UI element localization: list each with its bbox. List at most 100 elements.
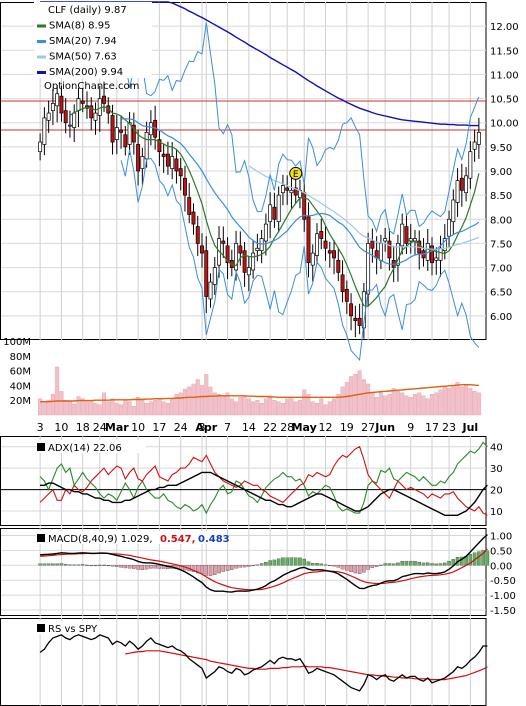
candle-down (131, 124, 136, 143)
macd-histogram-bar (391, 563, 396, 566)
candle-down (63, 110, 68, 124)
macd-histogram-bar (443, 562, 447, 566)
macd-histogram-bar (225, 565, 230, 571)
macd-histogram-bar (238, 565, 243, 568)
macd-histogram-bar (72, 564, 76, 566)
volume-bar (297, 400, 302, 416)
x-tick-label: 14 (242, 421, 256, 434)
volume-bar (123, 400, 128, 416)
volume-bar (174, 394, 179, 416)
candle-down (89, 105, 94, 119)
macd-histogram-bar (55, 563, 59, 566)
candle-up (395, 243, 400, 266)
macd-histogram-bar (340, 565, 345, 570)
candle-down (187, 197, 192, 215)
volume-bar (127, 401, 132, 416)
x-tick-label: May (292, 421, 317, 434)
macd-histogram-bar (68, 564, 72, 566)
adx-legend-swatch (37, 443, 45, 451)
candle-down (110, 115, 115, 143)
candle-up (263, 223, 268, 242)
legend-swatch (37, 40, 46, 43)
macd-histogram-bar (426, 562, 430, 566)
macd-histogram-bar (272, 559, 277, 566)
candle-down (332, 250, 336, 259)
macd-histogram-bar (293, 557, 298, 566)
volume-bar (425, 398, 430, 416)
candle-up (170, 156, 175, 169)
x-tick-label: Jun (374, 421, 395, 434)
candle-up (464, 175, 469, 194)
macd-histogram-bar (200, 565, 204, 574)
candle-up (259, 238, 264, 252)
upper-band-line (120, 22, 480, 235)
volume-bar (434, 392, 439, 416)
volume-bar (476, 392, 481, 416)
volume-bar (421, 395, 426, 416)
macd-histogram-bar (315, 563, 319, 566)
volume-bar (255, 400, 260, 416)
candle-up (114, 127, 119, 140)
volume-bar (336, 394, 341, 416)
macd-histogram-bar (110, 565, 115, 567)
candle-down (204, 250, 209, 297)
macd-histogram-bar (63, 563, 68, 566)
candle-up (276, 194, 281, 223)
macd-histogram-bar (136, 565, 140, 570)
price-panel: 12.00 11.50 11.00 10.50 10.00 9.50 9.00 8.50 8.0… (0, 1, 519, 362)
volume-bar (246, 398, 251, 416)
macd-histogram-bar (123, 565, 128, 569)
x-tick-label: 19 (340, 421, 354, 434)
macd-histogram-bar (115, 565, 119, 567)
candle-down (459, 177, 464, 191)
macd-tick-label: -1.50 (490, 606, 516, 617)
x-tick-label: 24 (93, 421, 107, 434)
volume-bar (400, 392, 405, 416)
volume-bar (395, 391, 400, 416)
candle-up (50, 103, 55, 111)
macd-histogram-bar (345, 565, 349, 571)
candle-down (430, 245, 434, 264)
sma20-line (121, 118, 480, 265)
volume-bar (306, 394, 311, 416)
candle-up (208, 281, 213, 300)
macd-histogram-bar (149, 565, 153, 569)
volume-tick-label: 20M (10, 396, 31, 407)
macd-histogram-bar (247, 565, 251, 567)
candle-up (93, 112, 98, 121)
legend-entry: CLF (daily) 9.87 (48, 5, 127, 16)
macd-histogram-bar (387, 563, 392, 566)
volume-bar (332, 398, 337, 416)
volume-bar (293, 401, 298, 416)
volume-bar (140, 398, 145, 416)
x-tick-label: 7 (224, 421, 231, 434)
candle-down (293, 187, 298, 196)
macd-histogram-bar (430, 563, 434, 566)
adx-panel: 40 30 20 10 ADX(14) 22.06 (0, 436, 503, 526)
volume-bar (447, 388, 452, 416)
macd-tick-label: -1.00 (490, 591, 516, 602)
candle-down (136, 144, 141, 172)
macd-histogram-bar (59, 563, 64, 566)
volume-bar (391, 388, 396, 416)
rs-title: RS vs SPY (48, 624, 98, 635)
macd-histogram-bar (366, 565, 370, 570)
x-tick-label: 27 (361, 421, 375, 434)
candle-down (102, 95, 106, 104)
volume-bar (276, 401, 281, 416)
candle-up (38, 141, 43, 153)
macd-histogram-bar (89, 565, 93, 567)
macd-histogram-bar (195, 565, 200, 574)
macd-histogram-bar (208, 565, 213, 576)
x-tick-label: 23 (442, 421, 456, 434)
volume-bar (404, 395, 409, 416)
candle-up (212, 267, 217, 285)
macd-histogram-bar (319, 563, 324, 566)
candle-down (119, 129, 124, 133)
legend-swatch (37, 71, 46, 74)
macd-histogram-bar (310, 563, 315, 566)
macd-histogram-bar (460, 556, 464, 566)
candle-up (67, 124, 72, 127)
price-tick-label: 6.50 (490, 288, 512, 299)
